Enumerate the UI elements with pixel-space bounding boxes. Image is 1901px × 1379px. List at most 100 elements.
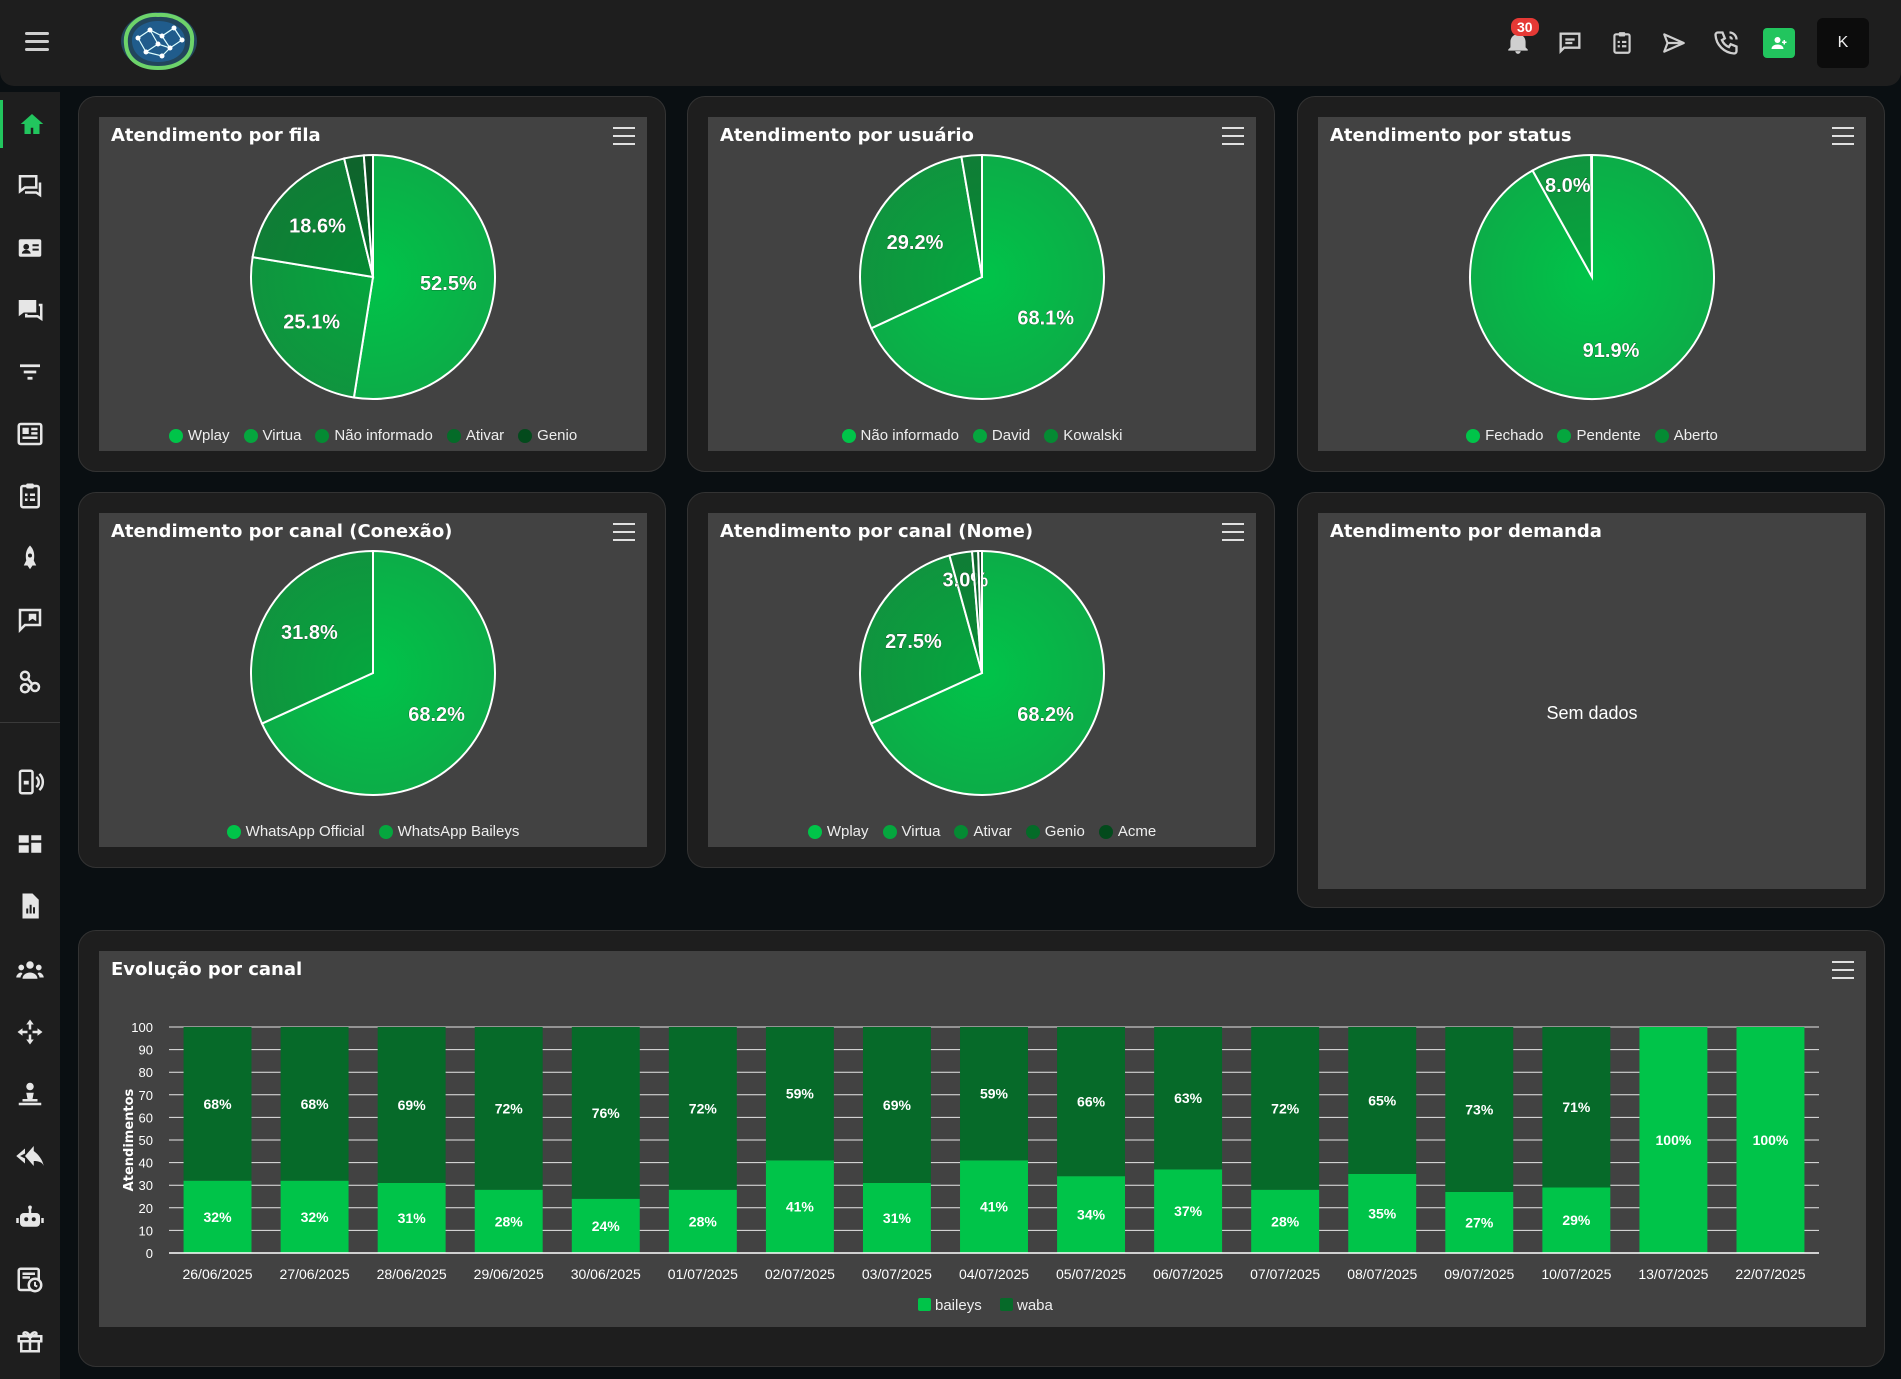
- bar-waba[interactable]: [1057, 1027, 1126, 1177]
- legend-item[interactable]: Ativar: [954, 823, 1012, 840]
- legend-item[interactable]: David: [972, 427, 1030, 444]
- bar-waba[interactable]: [571, 1027, 640, 1199]
- bar-baileys[interactable]: [1736, 1027, 1805, 1253]
- legend-item[interactable]: Kowalski: [1044, 427, 1122, 444]
- sidebar-item-dashboard[interactable]: [0, 820, 60, 868]
- sidebar-item-campaign[interactable]: [0, 534, 60, 582]
- bar-baileys[interactable]: [183, 1180, 252, 1253]
- bar-baileys[interactable]: [1639, 1027, 1708, 1253]
- bar-baileys[interactable]: [1445, 1191, 1514, 1253]
- user-avatar[interactable]: K: [1817, 18, 1869, 68]
- bar-baileys[interactable]: [474, 1189, 543, 1253]
- legend-label-waba[interactable]: waba: [1016, 1297, 1054, 1314]
- legend-item[interactable]: Não informado: [315, 427, 433, 444]
- bar-baileys[interactable]: [1154, 1169, 1223, 1253]
- sidebar-item-announcements[interactable]: [0, 1070, 60, 1118]
- legend-label-baileys[interactable]: baileys: [935, 1297, 982, 1314]
- legend-item[interactable]: Acme: [1098, 823, 1156, 840]
- bar-baileys[interactable]: [668, 1189, 737, 1253]
- add-contact-button[interactable]: [1763, 28, 1795, 58]
- legend-item[interactable]: WhatsApp Official: [226, 823, 365, 840]
- bar-baileys[interactable]: [1057, 1176, 1126, 1253]
- sidebar-item-connections[interactable]: [0, 758, 60, 806]
- chat-button[interactable]: [1555, 28, 1585, 58]
- bar-waba[interactable]: [1154, 1027, 1223, 1170]
- sidebar-item-users[interactable]: [0, 946, 60, 994]
- chart-menu-button[interactable]: [1832, 127, 1854, 145]
- bar-baileys[interactable]: [960, 1160, 1028, 1253]
- sidebar-item-reports[interactable]: [0, 410, 60, 458]
- legend-item[interactable]: WhatsApp Baileys: [378, 823, 519, 840]
- legend-item[interactable]: Virtua: [243, 427, 301, 444]
- sidebar-item-home[interactable]: [0, 100, 60, 148]
- pie-slice-acme[interactable]: [977, 549, 983, 674]
- sidebar-item-tickets[interactable]: [0, 161, 60, 209]
- legend-item[interactable]: Wplay: [807, 823, 869, 840]
- legend-item[interactable]: Genio: [1025, 823, 1085, 840]
- bar-waba[interactable]: [1542, 1027, 1611, 1188]
- legend-item[interactable]: Wplay: [168, 427, 230, 444]
- sidebar-item-bot[interactable]: [0, 1194, 60, 1242]
- legend-item[interactable]: Pendente: [1557, 427, 1641, 444]
- bar-waba[interactable]: [1251, 1027, 1320, 1190]
- pie-slice-virtua[interactable]: [859, 554, 984, 725]
- pie-slice-genio[interactable]: [362, 153, 374, 278]
- pie-slice-n-o-informado[interactable]: [251, 157, 375, 279]
- sidebar-item-contacts[interactable]: [0, 224, 60, 272]
- legend-item[interactable]: Genio: [518, 427, 577, 444]
- bar-baileys[interactable]: [377, 1182, 446, 1253]
- bar-baileys[interactable]: [1251, 1189, 1320, 1253]
- sidebar-item-queues[interactable]: [0, 1008, 60, 1056]
- sidebar-item-messages[interactable]: [0, 596, 60, 644]
- bar-waba[interactable]: [183, 1027, 252, 1181]
- pie-slice-whatsapp-baileys[interactable]: [250, 549, 374, 725]
- pie-slice-wplay[interactable]: [869, 549, 1105, 796]
- bar-waba[interactable]: [474, 1027, 543, 1190]
- tasks-button[interactable]: [1607, 28, 1637, 58]
- legend-item[interactable]: Ativar: [446, 427, 504, 444]
- sidebar-item-files[interactable]: [0, 882, 60, 930]
- bar-waba[interactable]: [960, 1027, 1028, 1161]
- bar-baileys[interactable]: [571, 1198, 640, 1253]
- notifications-button[interactable]: 30: [1503, 18, 1539, 58]
- bar-baileys[interactable]: [765, 1160, 834, 1253]
- chart-menu-button[interactable]: [613, 127, 635, 145]
- pie-slice-aberto[interactable]: [1590, 153, 1593, 278]
- sidebar-item-gift[interactable]: [0, 1316, 60, 1364]
- bar-baileys[interactable]: [280, 1180, 349, 1253]
- bar-waba[interactable]: [862, 1027, 931, 1183]
- bar-baileys[interactable]: [1542, 1187, 1611, 1253]
- chart-menu-button[interactable]: [1832, 961, 1854, 979]
- pie-slice-n-o-informado[interactable]: [869, 153, 1105, 400]
- pie-slice-david[interactable]: [859, 155, 984, 330]
- send-button[interactable]: [1659, 28, 1689, 58]
- bar-waba[interactable]: [765, 1027, 834, 1161]
- legend-item[interactable]: Fechado: [1466, 427, 1543, 444]
- bar-waba[interactable]: [377, 1027, 446, 1183]
- bar-baileys[interactable]: [862, 1182, 931, 1253]
- pie-slice-wplay[interactable]: [352, 153, 496, 400]
- bar-baileys[interactable]: [1348, 1173, 1417, 1253]
- sidebar-item-finance[interactable]: [0, 1256, 60, 1304]
- pie-slice-whatsapp-official[interactable]: [260, 549, 496, 796]
- bar-waba[interactable]: [1445, 1027, 1514, 1192]
- sidebar-item-integrations[interactable]: [0, 658, 60, 706]
- calls-button[interactable]: [1711, 28, 1741, 58]
- chart-menu-button[interactable]: [1222, 523, 1244, 541]
- legend-item[interactable]: Não informado: [841, 427, 959, 444]
- chart-menu-button[interactable]: [613, 523, 635, 541]
- chart-atendimento-fila: Atendimento por fila 52.5% 25.1% 18.6% Wpl…: [99, 117, 647, 451]
- bar-waba[interactable]: [668, 1027, 737, 1190]
- sidebar-item-quick-replies[interactable]: [0, 1132, 60, 1180]
- menu-toggle-button[interactable]: [20, 26, 54, 56]
- legend-item[interactable]: Aberto: [1654, 427, 1718, 444]
- chart-menu-button[interactable]: [1222, 127, 1244, 145]
- legend-item[interactable]: Virtua: [882, 823, 940, 840]
- pie-slice-virtua[interactable]: [250, 256, 375, 399]
- sidebar-item-filter[interactable]: [0, 348, 60, 396]
- pie-slice-kowalski[interactable]: [960, 153, 983, 278]
- bar-waba[interactable]: [280, 1027, 349, 1181]
- sidebar-item-tasks[interactable]: [0, 472, 60, 520]
- sidebar-item-chats[interactable]: [0, 286, 60, 334]
- bar-waba[interactable]: [1348, 1027, 1417, 1174]
